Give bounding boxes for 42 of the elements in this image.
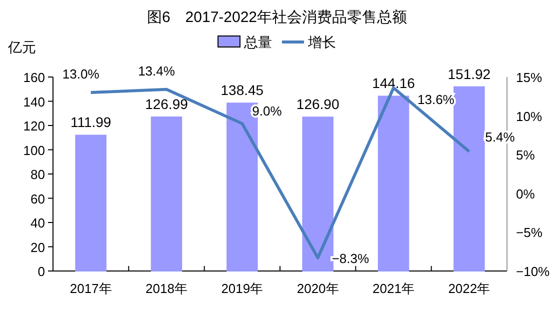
x-tick-label: 2021年 <box>372 281 414 296</box>
y-tick-label: 60 <box>30 191 45 206</box>
y-tick-label: 120 <box>23 118 45 134</box>
data-label: 13.4% <box>138 63 176 78</box>
x-tick-label: 2020年 <box>296 281 339 296</box>
y-tick-label: 0 <box>38 264 45 279</box>
chart-title: 图6 2017-2022年社会消费品零售总额 <box>146 9 408 26</box>
data-label: 111.99 <box>70 114 112 130</box>
y-tick-label: 100 <box>23 142 45 158</box>
y2-tick-label: 15% <box>516 70 542 85</box>
y-tick-label: 80 <box>30 167 45 182</box>
y-axis-title: 亿元 <box>7 39 36 55</box>
x-tick-label: 2022年 <box>448 281 490 296</box>
data-label: 13.6% <box>418 92 455 107</box>
data-label: 13.0% <box>62 66 100 82</box>
data-label: 151.92 <box>448 66 491 82</box>
y2-tick-label: 0% <box>516 186 536 202</box>
y2-tick-label: −10% <box>516 264 550 279</box>
data-label: 9.0% <box>252 104 282 119</box>
x-tick-label: 2019年 <box>221 281 264 296</box>
bar <box>302 116 334 272</box>
x-tick-label: 2018年 <box>146 281 188 296</box>
y-tick-label: 140 <box>23 94 45 110</box>
data-label: 126.99 <box>145 96 188 112</box>
bar <box>454 86 485 272</box>
y-tick-label: 160 <box>23 70 45 85</box>
y2-tick-label: −5% <box>516 225 543 240</box>
legend-label: 增长 <box>307 34 336 50</box>
bar <box>378 96 410 272</box>
legend-label: 总量 <box>243 34 272 50</box>
data-label: 138.45 <box>220 82 264 98</box>
data-label: 126.90 <box>296 96 340 112</box>
data-label: 144.16 <box>372 75 416 92</box>
bar <box>150 116 182 272</box>
y2-tick-label: 5% <box>516 148 536 163</box>
x-tick-label: 2017年 <box>70 281 112 296</box>
bar <box>75 134 106 272</box>
data-label: 5.4% <box>485 129 516 144</box>
data-label: −8.3% <box>332 250 370 266</box>
y-tick-label: 20 <box>30 240 45 255</box>
y2-tick-label: 10% <box>516 108 542 124</box>
y-tick-label: 40 <box>30 216 45 230</box>
